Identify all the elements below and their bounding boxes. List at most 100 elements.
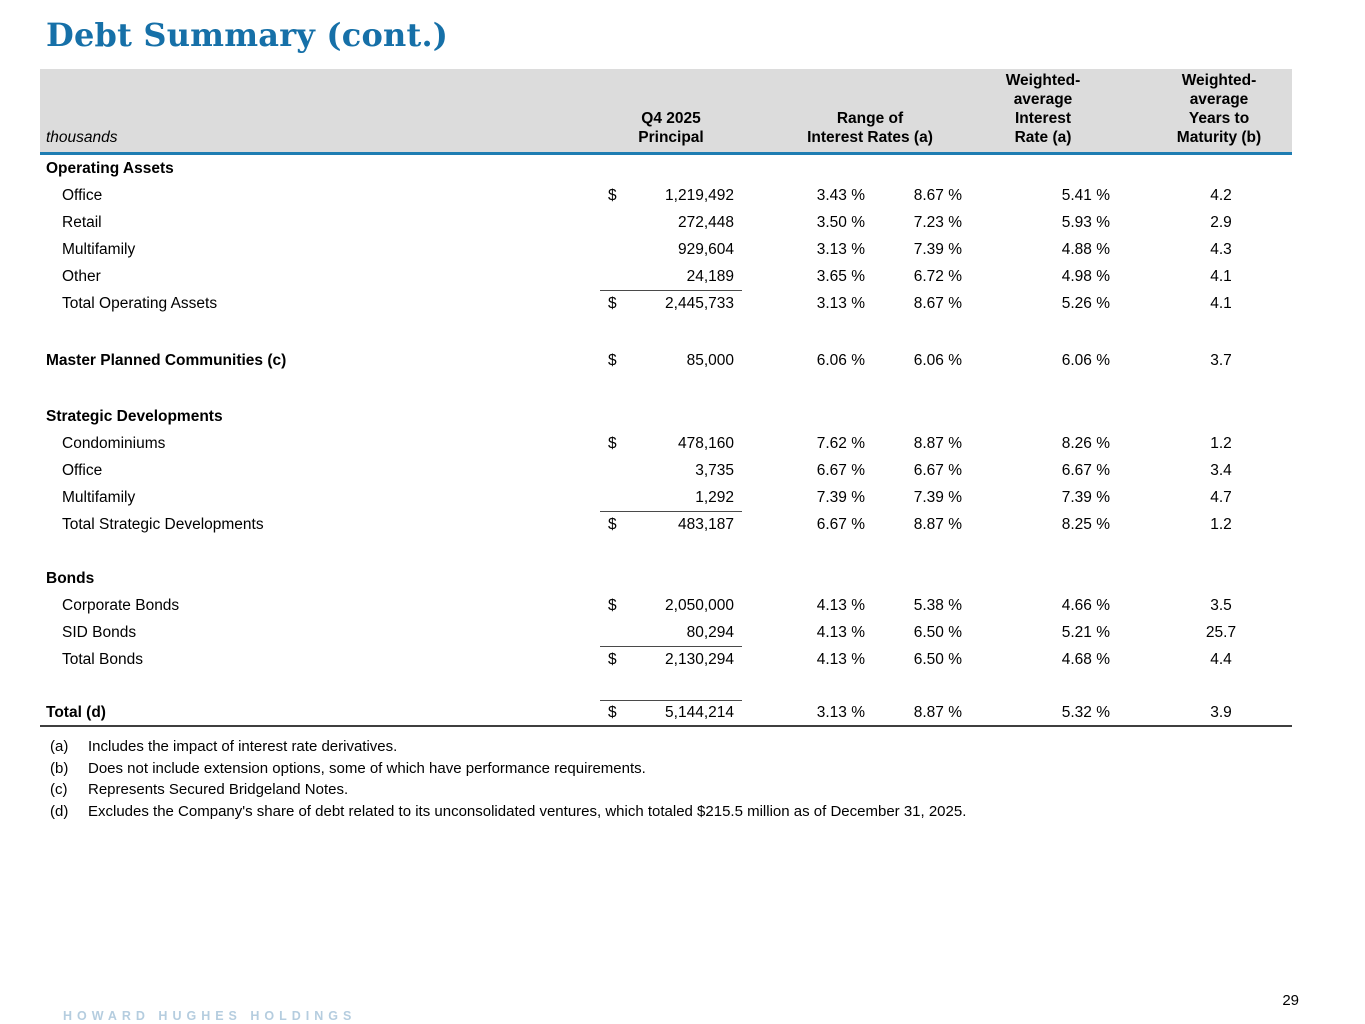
row-label: Corporate Bonds: [62, 596, 180, 614]
principal-value: 24,189: [686, 267, 734, 285]
range-high: 7.23 %: [913, 213, 962, 231]
footnote-text: Does not include extension options, some…: [88, 759, 646, 777]
footnote-text: Represents Secured Bridgeland Notes.: [88, 781, 349, 798]
table-row-section: Strategic Developments: [40, 403, 1292, 430]
principal-cell: $1,219,492: [600, 182, 742, 209]
wa-years: 1.2: [1210, 434, 1232, 452]
table-row-total: Total Strategic Developments $483,187 6.…: [40, 511, 1292, 538]
footnote-b: (b) Does not include extension options, …: [50, 758, 1365, 780]
table-row: Multifamily 929,604 3.13 % 7.39 % 4.88 %…: [40, 236, 1292, 263]
range-low: 3.43 %: [816, 186, 865, 204]
table-row: Office 3,735 6.67 % 6.67 % 6.67 % 3.4: [40, 457, 1292, 484]
wa-rate: 5.93 %: [1061, 213, 1110, 231]
wa-years: 4.3: [1210, 240, 1232, 258]
wa-rate: 6.06 %: [1061, 351, 1110, 369]
column-header-wa-rate: Weighted- average Interest Rate (a): [1005, 72, 1081, 146]
column-header-principal: Q4 2025 Principal: [638, 110, 704, 146]
range-low: 3.50 %: [816, 213, 865, 231]
table-header-row: thousands Q4 2025 Principal Range of Int…: [40, 69, 1292, 155]
wa-years: 4.1: [1210, 267, 1232, 285]
table-row: Office $1,219,492 3.43 % 8.67 % 5.41 % 4…: [40, 182, 1292, 209]
range-high: 5.38 %: [913, 596, 962, 614]
principal-cell: $2,050,000: [600, 592, 742, 619]
wa-years: 4.4: [1210, 650, 1232, 668]
wa-rate: 4.68 %: [1061, 650, 1110, 668]
row-label: Strategic Developments: [46, 407, 223, 425]
wa-years: 4.1: [1210, 294, 1232, 312]
principal-cell: 3,735: [600, 457, 742, 484]
wa-rate: 5.41 %: [1061, 186, 1110, 204]
footnotes: (a) Includes the impact of interest rate…: [50, 736, 1365, 822]
wa-rate: 4.66 %: [1061, 596, 1110, 614]
range-high: 8.67 %: [913, 294, 962, 312]
range-high: 8.87 %: [913, 434, 962, 452]
column-header-range: Range of Interest Rates (a): [807, 110, 933, 146]
principal-value: 3,735: [695, 461, 734, 479]
table-body: Operating Assets Office $1,219,492 3.43 …: [40, 155, 1292, 727]
table-row: Corporate Bonds $2,050,000 4.13 % 5.38 %…: [40, 592, 1292, 619]
row-label: Operating Assets: [46, 159, 174, 177]
principal-value: 1,219,492: [665, 186, 734, 204]
debt-summary-table: thousands Q4 2025 Principal Range of Int…: [40, 69, 1292, 727]
wa-rate: 6.67 %: [1061, 461, 1110, 479]
range-low: 6.67 %: [816, 461, 865, 479]
wa-rate: 4.98 %: [1061, 267, 1110, 285]
wa-rate: 4.88 %: [1061, 240, 1110, 258]
range-high: 8.67 %: [913, 186, 962, 204]
range-high: 6.50 %: [913, 623, 962, 641]
principal-value: 478,160: [677, 434, 734, 452]
footnote-text: Excludes the Company's share of debt rel…: [88, 802, 967, 820]
table-row: Other 24,189 3.65 % 6.72 % 4.98 % 4.1: [40, 263, 1292, 290]
wa-years: 3.4: [1210, 461, 1232, 479]
range-low: 3.13 %: [816, 703, 865, 721]
principal-cell: 1,292: [600, 484, 742, 511]
row-label: Multifamily: [62, 488, 136, 506]
wa-years: 4.7: [1210, 488, 1232, 506]
table-row: Multifamily 1,292 7.39 % 7.39 % 7.39 % 4…: [40, 484, 1292, 511]
dollar-sign: $: [608, 704, 617, 721]
row-label: Retail: [62, 213, 102, 231]
row-label: Total (d): [46, 703, 106, 721]
range-low: 4.13 %: [816, 650, 865, 668]
principal-cell: $483,187: [600, 511, 742, 538]
range-high: 7.39 %: [913, 240, 962, 258]
principal-value: 5,144,214: [665, 704, 734, 721]
footnote-marker: (c): [50, 781, 68, 798]
dollar-sign: $: [608, 651, 617, 668]
row-label: Condominiums: [62, 434, 166, 452]
principal-value: 272,448: [677, 213, 734, 231]
row-label: Office: [62, 186, 103, 204]
principal-cell: $5,144,214: [600, 700, 742, 725]
range-high: 6.67 %: [913, 461, 962, 479]
table-row-total: Total Bonds $2,130,294 4.13 % 6.50 % 4.6…: [40, 646, 1292, 673]
table-row-total: Total Operating Assets $2,445,733 3.13 %…: [40, 290, 1292, 317]
range-high: 7.39 %: [913, 488, 962, 506]
footnote-marker: (a): [50, 738, 69, 755]
table-row-mpc: Master Planned Communities (c) $85,000 6…: [40, 347, 1292, 374]
table-row: Condominiums $478,160 7.62 % 8.87 % 8.26…: [40, 430, 1292, 457]
wa-rate: 5.26 %: [1061, 294, 1110, 312]
range-high: 6.72 %: [913, 267, 962, 285]
range-low: 3.65 %: [816, 267, 865, 285]
range-low: 6.67 %: [816, 515, 865, 533]
dollar-sign: $: [608, 596, 617, 614]
principal-cell: $2,130,294: [600, 646, 742, 673]
principal-cell: 80,294: [600, 619, 742, 646]
footnote-text: Includes the impact of interest rate der…: [88, 738, 398, 755]
company-logo-text: HOWARD HUGHES HOLDINGS: [63, 1009, 357, 1023]
range-high: 8.87 %: [913, 703, 962, 721]
column-header-wa-years: Weighted- average Years to Maturity (b): [1176, 72, 1262, 146]
wa-years: 2.9: [1210, 213, 1232, 231]
footnote-marker: (d): [50, 802, 69, 820]
range-high: 8.87 %: [913, 515, 962, 533]
dollar-sign: $: [608, 434, 617, 452]
wa-years: 3.5: [1210, 596, 1232, 614]
wa-years: 3.9: [1210, 703, 1232, 721]
principal-value: 1,292: [695, 488, 734, 506]
row-label: Total Strategic Developments: [62, 515, 264, 533]
row-label: Office: [62, 461, 103, 479]
range-low: 7.39 %: [816, 488, 865, 506]
range-low: 4.13 %: [816, 623, 865, 641]
units-label: thousands: [46, 129, 118, 146]
principal-value: 2,130,294: [665, 651, 734, 668]
